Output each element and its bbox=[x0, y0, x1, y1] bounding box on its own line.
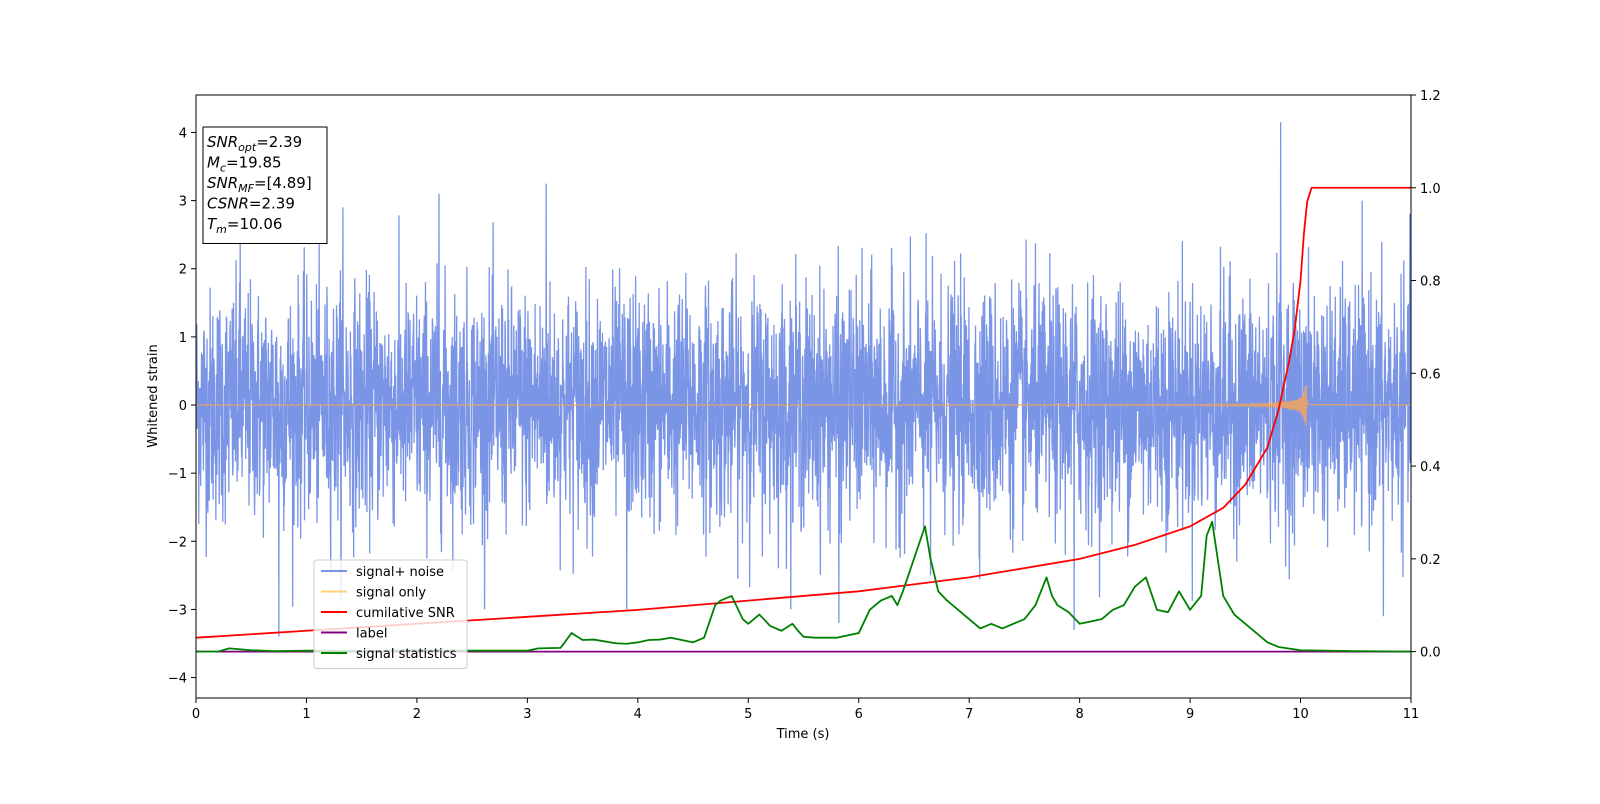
info-line: Mc=19.85 bbox=[207, 154, 282, 175]
y-right-tick-label: 1.2 bbox=[1420, 89, 1441, 104]
legend-item-cumulative-snr: cumilative SNR bbox=[356, 606, 455, 621]
y-right-tick-label: 0.4 bbox=[1420, 460, 1441, 475]
x-tick-label: 10 bbox=[1292, 707, 1309, 722]
y-right-tick-label: 1.0 bbox=[1420, 182, 1441, 197]
series-line-cumulative-snr bbox=[196, 186, 1411, 639]
series-line-signal-only bbox=[196, 385, 1411, 426]
x-tick-label: 0 bbox=[192, 707, 200, 722]
x-tick-label: 4 bbox=[634, 707, 642, 722]
x-tick-label: 7 bbox=[965, 707, 973, 722]
y-left-tick-label: −3 bbox=[168, 603, 187, 618]
y-left-tick-label: 1 bbox=[179, 331, 187, 346]
legend-item-label: label bbox=[356, 627, 387, 642]
info-line: SNRMF=[4.89] bbox=[207, 174, 312, 195]
info-box: SNRopt=2.39Mc=19.85SNRMF=[4.89]CSNR=2.39… bbox=[202, 126, 328, 244]
series-line-signal-noise bbox=[196, 122, 1411, 637]
y-left-tick-label: −4 bbox=[168, 672, 187, 687]
info-box-frame bbox=[202, 126, 328, 244]
series-line-signal-statistics bbox=[196, 520, 1411, 653]
legend: signal+ noise signal only cumilative SNR la… bbox=[313, 559, 468, 669]
y-left-tick-label: −2 bbox=[168, 535, 187, 550]
y-left-tick-label: 3 bbox=[179, 195, 187, 210]
axes: 0 1 2 3 4 5 6 7 8 9 10 11 −4 −3 −2 −1 0 1 2 3 4 0.0 0.2 0.4 0.6 0… bbox=[168, 89, 1441, 722]
info-line: SNRopt=2.39 bbox=[207, 133, 302, 154]
y-right-tick-label: 0.2 bbox=[1420, 553, 1441, 568]
x-tick-label: 2 bbox=[413, 707, 421, 722]
x-tick-label: 3 bbox=[523, 707, 531, 722]
y-right-tick-label: 0.0 bbox=[1420, 646, 1441, 661]
x-tick-label: 11 bbox=[1403, 707, 1420, 722]
y-left-tick-label: 0 bbox=[179, 399, 187, 414]
legend-item-signal-statistics: signal statistics bbox=[356, 647, 457, 662]
y-left-tick-label: −1 bbox=[168, 467, 187, 482]
x-tick-label: 1 bbox=[302, 707, 310, 722]
info-line: CSNR=2.39 bbox=[207, 195, 295, 213]
y-axis-label: Whitened strain bbox=[146, 344, 161, 447]
x-tick-label: 6 bbox=[855, 707, 863, 722]
y-right-tick-label: 0.6 bbox=[1420, 367, 1441, 382]
plot-frame bbox=[195, 94, 1412, 699]
legend-item-signal-noise: signal+ noise bbox=[356, 565, 444, 580]
legend-frame bbox=[313, 559, 468, 669]
x-tick-label: 9 bbox=[1186, 707, 1194, 722]
x-tick-label: 8 bbox=[1075, 707, 1083, 722]
x-axis-label: Time (s) bbox=[776, 727, 830, 742]
y-right-tick-label: 0.8 bbox=[1420, 275, 1441, 290]
legend-item-signal-only: signal only bbox=[356, 586, 426, 601]
x-tick-label: 5 bbox=[744, 707, 752, 722]
y-left-tick-label: 4 bbox=[179, 126, 187, 141]
y-left-tick-label: 2 bbox=[179, 263, 187, 278]
info-line: Tm=10.06 bbox=[207, 215, 282, 236]
